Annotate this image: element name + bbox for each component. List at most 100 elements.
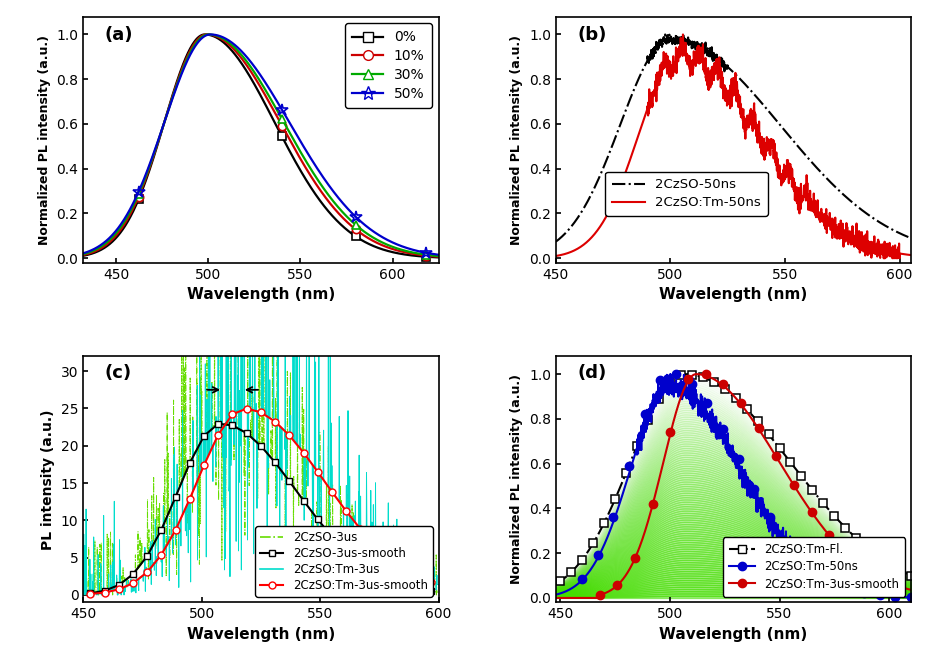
2CzSO-50ns [719, 62, 730, 70]
2CzSO-50ns [906, 234, 918, 242]
2CzSO:Tm-3us-smooth [128, 579, 139, 587]
2CzSO:Tm-50ns [906, 251, 918, 259]
2CzSO-50ns [906, 234, 918, 242]
2CzSO-50ns [569, 218, 580, 226]
2CzSO-3us-smooth [255, 442, 266, 450]
Line: 2CzSO-50ns: 2CzSO-50ns [556, 34, 922, 242]
2CzSO:Tm-3us [242, 404, 253, 412]
Text: (d): (d) [577, 363, 607, 381]
2CzSO-3us [242, 430, 253, 438]
2CzSO-3us-smooth [398, 581, 409, 589]
2CzSO-3us-smooth [128, 570, 139, 578]
Legend: 0%, 10%, 30%, 50%: 0%, 10%, 30%, 50% [345, 23, 432, 108]
2CzSO:Tm-50ns [729, 77, 740, 85]
2CzSO:Tm-3us-smooth [398, 564, 409, 572]
2CzSO:Tm-3us-smooth [369, 541, 380, 549]
2CzSO-3us-smooth [269, 459, 280, 467]
2CzSO-3us-smooth [298, 496, 309, 504]
Text: (c): (c) [105, 363, 131, 381]
2CzSO:Tm-3us-smooth [142, 568, 153, 576]
2CzSO:Tm-3us-smooth [227, 410, 238, 418]
2CzSO:Tm-3us-smooth [412, 573, 423, 581]
2CzSO:Tm-3us-smooth [113, 585, 124, 593]
2CzSO-3us-smooth [383, 577, 394, 585]
Line: 2CzSO:Tm-3us: 2CzSO:Tm-3us [83, 158, 438, 595]
2CzSO-3us [84, 591, 95, 599]
2CzSO-3us-smooth [85, 589, 96, 597]
X-axis label: Wavelength (nm): Wavelength (nm) [187, 287, 335, 302]
2CzSO:Tm-50ns [917, 252, 925, 260]
2CzSO:Tm-3us-smooth [327, 488, 338, 496]
2CzSO:Tm-3us-smooth [426, 579, 437, 587]
2CzSO:Tm-50ns [569, 246, 580, 254]
2CzSO-3us-smooth [426, 587, 437, 595]
Legend: 2CzSO-3us, 2CzSO-3us-smooth, 2CzSO:Tm-3us, 2CzSO:Tm-3us-smooth: 2CzSO-3us, 2CzSO-3us-smooth, 2CzSO:Tm-3u… [255, 526, 433, 596]
2CzSO:Tm-3us-smooth [255, 408, 266, 416]
Line: 2CzSO:Tm-50ns: 2CzSO:Tm-50ns [556, 34, 922, 258]
2CzSO:Tm-3us [120, 583, 131, 591]
2CzSO:Tm-3us-smooth [199, 461, 210, 469]
Y-axis label: Normalized PL intensity (a.u.): Normalized PL intensity (a.u.) [511, 374, 524, 585]
2CzSO-3us-smooth [142, 552, 153, 560]
2CzSO-3us [105, 585, 117, 592]
2CzSO:Tm-3us-smooth [383, 553, 394, 561]
Line: 2CzSO:Tm-3us-smooth: 2CzSO:Tm-3us-smooth [87, 405, 435, 598]
2CzSO:Tm-3us-smooth [284, 432, 295, 440]
2CzSO:Tm-3us-smooth [355, 525, 366, 533]
2CzSO-50ns [917, 238, 925, 246]
2CzSO-3us [280, 473, 291, 481]
X-axis label: Wavelength (nm): Wavelength (nm) [660, 287, 808, 302]
X-axis label: Wavelength (nm): Wavelength (nm) [660, 627, 808, 642]
X-axis label: Wavelength (nm): Wavelength (nm) [187, 627, 335, 642]
2CzSO-3us [228, 422, 240, 430]
2CzSO-3us-smooth [355, 559, 366, 567]
Y-axis label: Normalized PL intensity (a.u.): Normalized PL intensity (a.u.) [511, 34, 524, 245]
2CzSO-3us-smooth [170, 493, 181, 500]
2CzSO-3us-smooth [412, 585, 423, 593]
2CzSO-3us [433, 589, 444, 596]
2CzSO-3us [225, 181, 236, 189]
2CzSO:Tm-50ns [839, 226, 850, 234]
2CzSO:Tm-3us-smooth [170, 526, 181, 534]
2CzSO-3us-smooth [184, 459, 195, 467]
2CzSO:Tm-3us-smooth [313, 468, 324, 476]
Text: (b): (b) [577, 26, 607, 44]
2CzSO:Tm-3us [78, 591, 89, 598]
2CzSO-3us-smooth [227, 422, 238, 430]
2CzSO-3us [236, 426, 247, 434]
Text: (a): (a) [105, 26, 133, 44]
2CzSO-3us-smooth [99, 587, 110, 594]
2CzSO:Tm-3us [433, 581, 444, 589]
2CzSO:Tm-3us [280, 534, 291, 542]
2CzSO-3us-smooth [340, 547, 352, 555]
2CzSO:Tm-3us-smooth [340, 507, 352, 515]
Y-axis label: Normalized PL intensity (a.u.): Normalized PL intensity (a.u.) [38, 34, 51, 245]
2CzSO:Tm-50ns [878, 254, 889, 262]
Line: 2CzSO-3us: 2CzSO-3us [83, 185, 438, 595]
Line: 2CzSO-3us-smooth: 2CzSO-3us-smooth [87, 420, 435, 597]
2CzSO-3us-smooth [313, 516, 324, 524]
2CzSO:Tm-50ns [719, 83, 730, 91]
2CzSO-3us-smooth [284, 477, 295, 485]
2CzSO:Tm-3us-smooth [156, 551, 167, 559]
2CzSO:Tm-3us-smooth [213, 431, 224, 439]
2CzSO:Tm-3us [263, 154, 274, 162]
2CzSO-50ns [729, 70, 740, 77]
2CzSO:Tm-3us-smooth [184, 495, 195, 502]
2CzSO:Tm-3us-smooth [269, 418, 280, 426]
2CzSO:Tm-50ns [677, 30, 688, 38]
2CzSO-3us-smooth [113, 581, 124, 589]
2CzSO:Tm-3us-smooth [85, 590, 96, 598]
2CzSO-3us-smooth [327, 533, 338, 541]
2CzSO-3us-smooth [241, 429, 253, 437]
Legend: 2CzSO:Tm-Fl., 2CzSO:Tm-50ns, 2CzSO:Tm-3us-smooth: 2CzSO:Tm-Fl., 2CzSO:Tm-50ns, 2CzSO:Tm-3u… [723, 538, 906, 596]
2CzSO-3us-smooth [213, 420, 224, 428]
2CzSO:Tm-3us-smooth [241, 404, 253, 412]
2CzSO-3us-smooth [156, 526, 167, 534]
2CzSO:Tm-50ns [550, 252, 561, 260]
2CzSO:Tm-50ns [906, 252, 918, 260]
2CzSO:Tm-3us-smooth [99, 589, 110, 596]
2CzSO-50ns [839, 192, 850, 200]
2CzSO-3us-smooth [369, 569, 380, 577]
2CzSO:Tm-3us [236, 404, 247, 412]
